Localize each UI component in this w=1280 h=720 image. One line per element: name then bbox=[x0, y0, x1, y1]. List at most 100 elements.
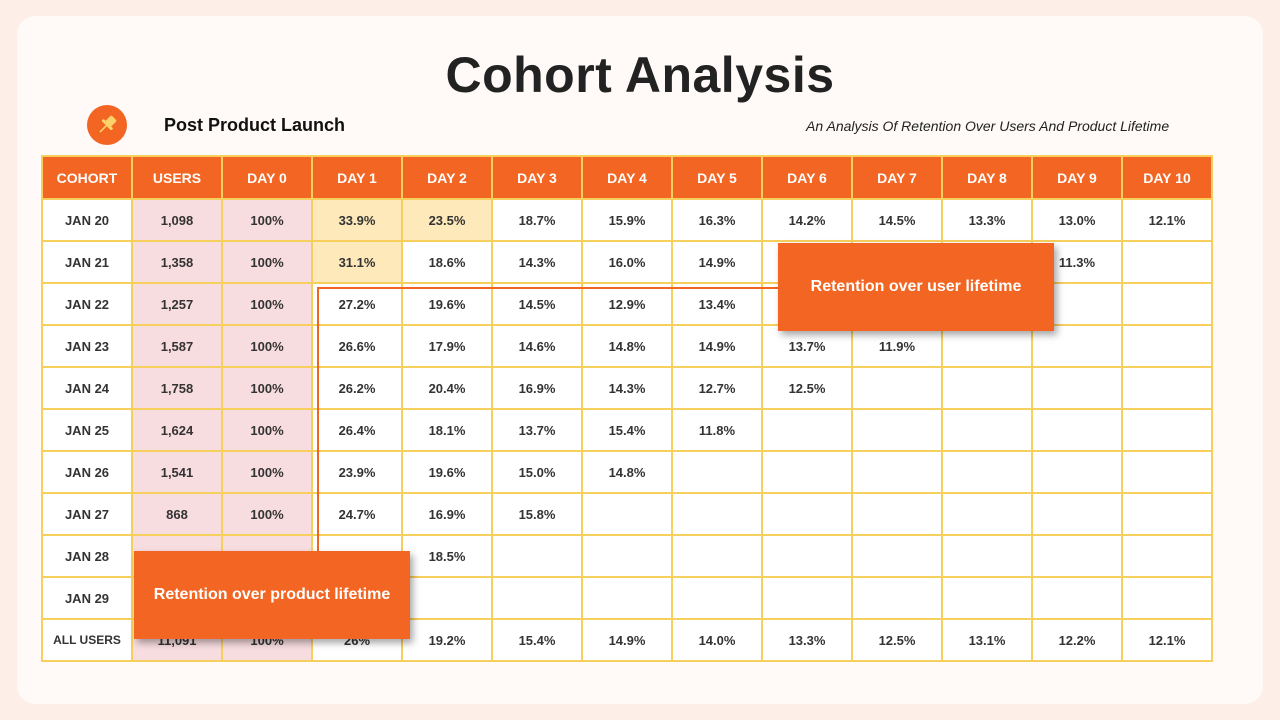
table-cell: 14.5% bbox=[491, 282, 583, 326]
table-cell: 23.9% bbox=[311, 450, 403, 494]
table-cell bbox=[1121, 324, 1213, 368]
column-header: COHORT bbox=[41, 155, 133, 200]
table-cell: 12.5% bbox=[761, 366, 853, 410]
table-cell: 100% bbox=[221, 492, 313, 536]
table-cell: 14.9% bbox=[671, 240, 763, 284]
table-cell bbox=[761, 576, 853, 620]
table-row: JAN 26 1,541 100% 23.9% 19.6% 15.0% 14.8% bbox=[41, 450, 1213, 494]
cohort-label: JAN 22 bbox=[41, 282, 133, 326]
table-row: JAN 24 1,758 100% 26.2% 20.4% 16.9% 14.3% 12.7%… bbox=[41, 366, 1213, 410]
table-cell: 1,758 bbox=[131, 366, 223, 410]
header-row: COHORT USERS DAY 0 DAY 1 DAY 2 DAY 3 DAY 4 DAY … bbox=[41, 155, 1213, 200]
callout-user-lifetime: Retention over user lifetime bbox=[778, 243, 1054, 331]
table-cell bbox=[1121, 366, 1213, 410]
table-cell bbox=[761, 534, 853, 578]
table-cell: 19.2% bbox=[401, 618, 493, 662]
table-cell: 13.7% bbox=[491, 408, 583, 452]
table-cell bbox=[941, 408, 1033, 452]
column-header: DAY 3 bbox=[491, 155, 583, 200]
table-cell: 17.9% bbox=[401, 324, 493, 368]
table-cell: 26.6% bbox=[311, 324, 403, 368]
table-cell bbox=[1031, 366, 1123, 410]
cohort-label: JAN 28 bbox=[41, 534, 133, 578]
table-cell: 100% bbox=[221, 282, 313, 326]
table-cell: 14.3% bbox=[491, 240, 583, 284]
table-cell bbox=[671, 450, 763, 494]
table-cell: 1,587 bbox=[131, 324, 223, 368]
table-cell: 100% bbox=[221, 324, 313, 368]
table-cell: 15.4% bbox=[581, 408, 673, 452]
column-header: DAY 0 bbox=[221, 155, 313, 200]
table-cell: 12.7% bbox=[671, 366, 763, 410]
table-cell: 31.1% bbox=[311, 240, 403, 284]
table-cell bbox=[941, 492, 1033, 536]
column-header: DAY 1 bbox=[311, 155, 403, 200]
table-cell bbox=[941, 534, 1033, 578]
table-cell: 26.2% bbox=[311, 366, 403, 410]
cohort-label: JAN 25 bbox=[41, 408, 133, 452]
table-cell: 15.4% bbox=[491, 618, 583, 662]
table-cell: 868 bbox=[131, 492, 223, 536]
table-cell bbox=[851, 366, 943, 410]
column-header: DAY 4 bbox=[581, 155, 673, 200]
table-cell: 11.9% bbox=[851, 324, 943, 368]
table-cell bbox=[941, 324, 1033, 368]
table-cell: 14.9% bbox=[671, 324, 763, 368]
table-cell bbox=[1121, 492, 1213, 536]
table-cell: 26.4% bbox=[311, 408, 403, 452]
table-cell: 12.5% bbox=[851, 618, 943, 662]
table-cell bbox=[581, 534, 673, 578]
table-cell: 100% bbox=[221, 408, 313, 452]
cohort-table: COHORT USERS DAY 0 DAY 1 DAY 2 DAY 3 DAY 4 DAY … bbox=[41, 155, 1213, 662]
table-cell bbox=[1031, 408, 1123, 452]
description-text: An Analysis Of Retention Over Users And … bbox=[806, 118, 1170, 134]
table-cell: 18.7% bbox=[491, 198, 583, 242]
table-cell: 24.7% bbox=[311, 492, 403, 536]
column-header: DAY 9 bbox=[1031, 155, 1123, 200]
table-cell bbox=[1031, 576, 1123, 620]
cohort-label: ALL USERS bbox=[41, 618, 133, 662]
table-cell: 20.4% bbox=[401, 366, 493, 410]
table-cell: 16.0% bbox=[581, 240, 673, 284]
table-cell: 15.0% bbox=[491, 450, 583, 494]
table-cell bbox=[1031, 534, 1123, 578]
table-cell: 15.8% bbox=[491, 492, 583, 536]
table-cell bbox=[671, 492, 763, 536]
column-header: DAY 5 bbox=[671, 155, 763, 200]
table-cell: 13.3% bbox=[761, 618, 853, 662]
cohort-label: JAN 29 bbox=[41, 576, 133, 620]
column-header: USERS bbox=[131, 155, 223, 200]
cohort-label: JAN 24 bbox=[41, 366, 133, 410]
table-cell bbox=[581, 576, 673, 620]
table-row: JAN 27 868 100% 24.7% 16.9% 15.8% bbox=[41, 492, 1213, 536]
table-cell: 14.9% bbox=[581, 618, 673, 662]
pin-badge bbox=[87, 105, 127, 145]
table-cell: 16.3% bbox=[671, 198, 763, 242]
table-cell bbox=[401, 576, 493, 620]
table-cell bbox=[941, 576, 1033, 620]
table-cell: 14.6% bbox=[491, 324, 583, 368]
table-cell bbox=[851, 534, 943, 578]
table-cell: 14.8% bbox=[581, 324, 673, 368]
table-row: JAN 23 1,587 100% 26.6% 17.9% 14.6% 14.8% 14.9%… bbox=[41, 324, 1213, 368]
section-subtitle: Post Product Launch bbox=[164, 115, 346, 135]
table-cell bbox=[1031, 492, 1123, 536]
table-row: JAN 25 1,624 100% 26.4% 18.1% 13.7% 15.4% 11.8% bbox=[41, 408, 1213, 452]
table-cell bbox=[1121, 534, 1213, 578]
table-cell bbox=[1121, 240, 1213, 284]
table-cell: 27.2% bbox=[311, 282, 403, 326]
bracket-line-horizontal bbox=[317, 287, 778, 289]
table-cell: 1,541 bbox=[131, 450, 223, 494]
table-cell: 13.7% bbox=[761, 324, 853, 368]
table-cell bbox=[851, 408, 943, 452]
table-cell: 1,257 bbox=[131, 282, 223, 326]
table-row: JAN 21 1,358 100% 31.1% 18.6% 14.3% 16.0% 14.9%… bbox=[41, 240, 1213, 284]
table-cell bbox=[1121, 408, 1213, 452]
table-cell bbox=[581, 492, 673, 536]
page-title: Cohort Analysis bbox=[445, 47, 835, 103]
table-cell bbox=[1031, 324, 1123, 368]
table-cell: 14.8% bbox=[581, 450, 673, 494]
table-cell: 18.5% bbox=[401, 534, 493, 578]
table-cell: 100% bbox=[221, 198, 313, 242]
table-cell bbox=[851, 492, 943, 536]
